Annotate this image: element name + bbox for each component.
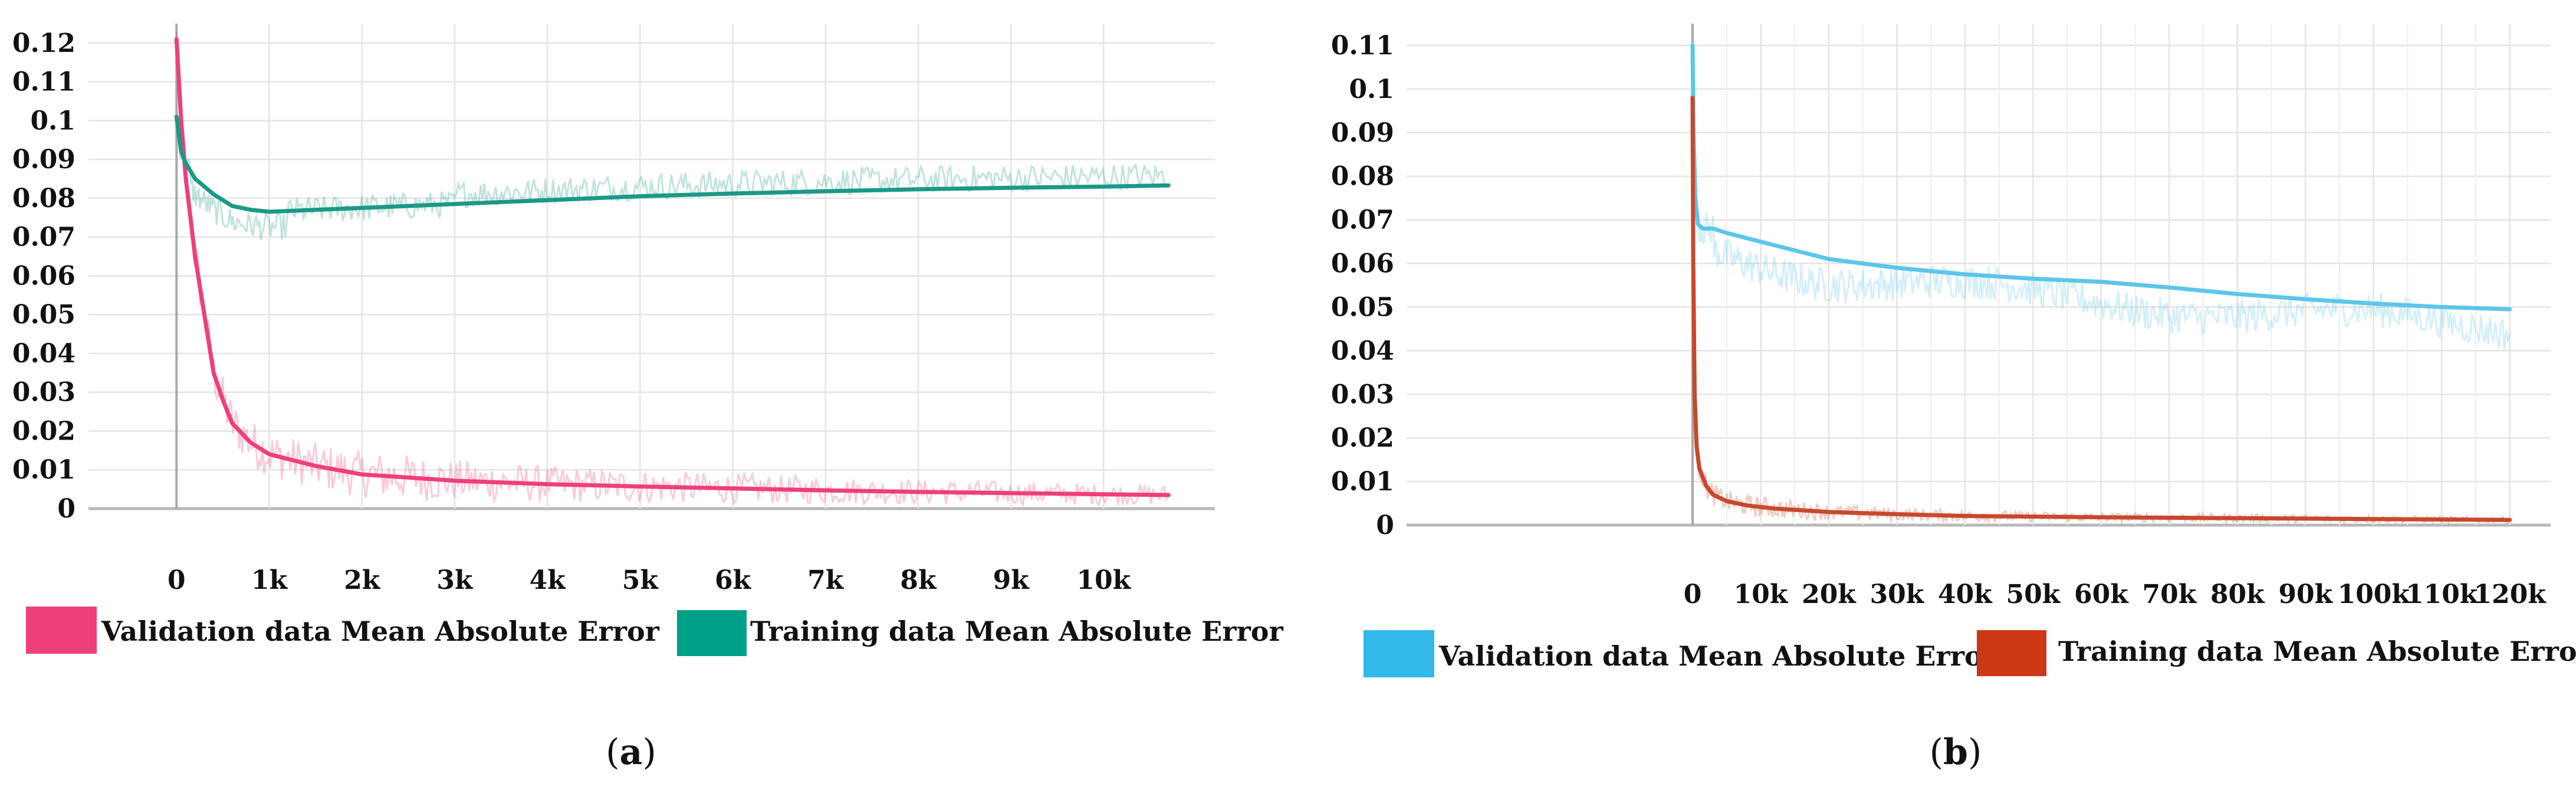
x-tick-label: 50k [2006, 579, 2061, 610]
y-tick-label: 0.08 [12, 183, 75, 214]
y-tick-label: 0.06 [12, 261, 75, 291]
y-tick-label: 0.07 [1331, 205, 1394, 235]
y-tick-label: 0.03 [12, 378, 75, 408]
validation-series-line [1690, 43, 2512, 312]
y-tick-label: 0 [1376, 510, 1394, 540]
legend-label-validation-a: Validation data Mean Absolute Error [101, 615, 660, 647]
x-tick-label: 9k [993, 565, 1030, 595]
y-tick-label: 0.07 [12, 222, 75, 253]
x-tick-label: 10k [1734, 579, 1789, 610]
y-tick-label: 0.02 [1331, 423, 1394, 453]
y-tick-label: 0.04 [1331, 336, 1394, 366]
y-tick-label: 0.11 [1331, 31, 1394, 61]
y-tick-label: 0.04 [12, 339, 75, 369]
x-tick-labels-a: 0 1k 2k 3k 4k 5k 6k 7k 8k 9k 10k [167, 565, 1132, 595]
x-tick-label: 110k [2406, 579, 2479, 610]
caption-letter-a: a [620, 732, 643, 773]
y-tick-label: 0.12 [12, 28, 75, 58]
caption-b: (b) [1930, 732, 1982, 773]
y-tick-label: 0.01 [12, 455, 75, 485]
caption-letter-b: b [1943, 732, 1968, 773]
x-tick-label: 2k [344, 565, 381, 595]
caption-paren-close-b: ) [1968, 732, 1982, 773]
y-tick-label: 0 [57, 494, 75, 524]
x-tick-label: 8k [900, 565, 937, 595]
x-tick-label: 4k [530, 565, 567, 595]
y-tick-label: 0.1 [1349, 74, 1394, 104]
x-tick-label: 0 [167, 565, 186, 595]
x-tick-label: 6k [715, 565, 752, 595]
x-tick-label: 70k [2142, 579, 2197, 610]
x-tick-label: 120k [2474, 579, 2547, 610]
caption-paren-close-a: ) [642, 732, 656, 773]
y-tick-label: 0.06 [1331, 249, 1394, 279]
x-tick-label: 80k [2210, 579, 2265, 610]
x-tick-label: 1k [251, 565, 288, 595]
y-tick-label: 0.1 [30, 106, 75, 136]
x-tick-label: 100k [2338, 579, 2411, 610]
training-series-line [1690, 96, 2512, 522]
series-raw-trace [175, 32, 1169, 507]
y-tick-labels-b: 0 0.01 0.02 0.03 0.04 0.05 0.06 0.07 0.08 0.09 0.1… [1331, 31, 1394, 540]
y-tick-label: 0.09 [12, 145, 75, 175]
y-tick-label: 0.05 [1331, 292, 1394, 322]
chart-panel-a: 0 0.01 0.02 0.03 0.04 0.05 0.06 0.07 0.08 0.09 0.1… [12, 24, 1215, 595]
grid-a [88, 24, 1215, 510]
y-tick-labels-a: 0 0.01 0.02 0.03 0.04 0.05 0.06 0.07 0.08 0.09 0.1… [12, 28, 75, 524]
legend-swatch-training-b [1977, 630, 2046, 676]
validation-series-line [174, 37, 1171, 497]
series-lines-a [174, 37, 1171, 497]
x-tick-label: 0 [1684, 579, 1702, 610]
x-tick-label: 20k [1802, 579, 1857, 610]
series-raw-trace [1691, 54, 2511, 350]
y-tick-label: 0.11 [12, 67, 75, 97]
x-tick-label: 30k [1870, 579, 1925, 610]
legend-swatch-training-a [677, 610, 747, 656]
legend-swatch-validation-a [26, 607, 97, 654]
raw-series-a [175, 32, 1169, 507]
x-tick-label: 90k [2278, 579, 2333, 610]
legend-label-validation-b: Validation data Mean Absolute Error [1438, 640, 1997, 672]
x-tick-label: 3k [436, 565, 474, 595]
x-tick-label: 60k [2074, 579, 2129, 610]
x-tick-label: 7k [807, 565, 845, 595]
legend-a: Validation data Mean Absolute Error Trai… [26, 607, 1284, 656]
grid-b [1407, 24, 2551, 527]
svg-text:(a): (a) [606, 732, 656, 773]
x-tick-label: 10k [1076, 565, 1131, 595]
y-tick-label: 0.05 [12, 300, 75, 330]
series-raw-trace [175, 119, 1169, 240]
y-tick-label: 0.09 [1331, 118, 1394, 148]
x-tick-label: 40k [1938, 579, 1993, 610]
chart-panel-b: 0 0.01 0.02 0.03 0.04 0.05 0.06 0.07 0.08 0.09 0.1… [1331, 24, 2551, 610]
legend-label-training-b: Training data Mean Absolute Error [2058, 635, 2576, 667]
x-tick-label: 5k [622, 565, 659, 595]
caption-a: (a) [606, 732, 656, 773]
y-tick-label: 0.01 [1331, 467, 1394, 497]
y-tick-label: 0.03 [1331, 379, 1394, 409]
legend-swatch-validation-b [1363, 630, 1434, 677]
training-series-line [174, 114, 1171, 214]
series-lines-b [1690, 43, 2512, 522]
legend-b: Validation data Mean Absolute Error Trai… [1363, 630, 2576, 677]
caption-paren-open-b: ( [1930, 732, 1943, 773]
y-tick-label: 0.02 [12, 416, 75, 446]
y-tick-label: 0.08 [1331, 162, 1394, 192]
svg-text:(b): (b) [1930, 732, 1982, 773]
legend-label-training-a: Training data Mean Absolute Error [750, 615, 1284, 647]
caption-paren-open-a: ( [606, 732, 619, 773]
